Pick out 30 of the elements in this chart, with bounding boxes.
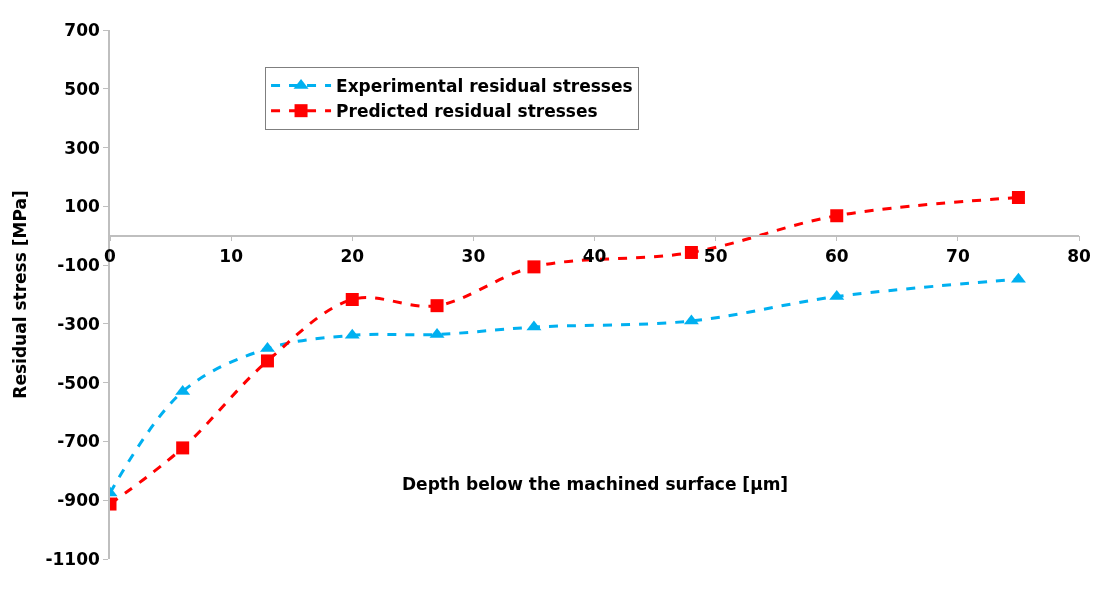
- x-tick-label: 80: [1067, 245, 1091, 266]
- point: [260, 354, 274, 368]
- y-tick-label: -900: [57, 490, 101, 511]
- x-tick-label: 0: [104, 245, 117, 266]
- point: [527, 260, 541, 274]
- point: [830, 209, 844, 223]
- y-tick-label: 500: [64, 78, 101, 99]
- x-axis-title: Depth below the machined surface [µm]: [402, 474, 789, 494]
- legend-label: Predicted residual stresses: [336, 101, 598, 122]
- y-tick-label: -1100: [45, 548, 101, 569]
- point: [176, 441, 190, 455]
- point: [684, 245, 698, 259]
- x-tick-label: 30: [461, 245, 486, 266]
- x-tick-label: 50: [703, 245, 728, 266]
- x-tick-label: 70: [946, 245, 970, 266]
- y-tick-label: -500: [57, 372, 101, 393]
- y-tick-label: 100: [64, 196, 101, 217]
- y-tick-label: 300: [64, 137, 101, 158]
- point: [345, 293, 359, 306]
- x-tick-label: 60: [824, 245, 849, 266]
- x-tick-label: 10: [219, 245, 244, 266]
- point: [430, 299, 444, 313]
- y-tick-label: -100: [57, 255, 101, 276]
- legend-label: Experimental residual stresses: [336, 76, 633, 97]
- y-tick-label: -300: [57, 313, 101, 334]
- y-axis-title: Residual stress [MPa]: [9, 190, 30, 399]
- point: [1011, 191, 1025, 205]
- y-tick-label: 700: [64, 19, 101, 40]
- x-tick-label: 20: [340, 245, 365, 266]
- y-tick-label: -700: [57, 431, 101, 452]
